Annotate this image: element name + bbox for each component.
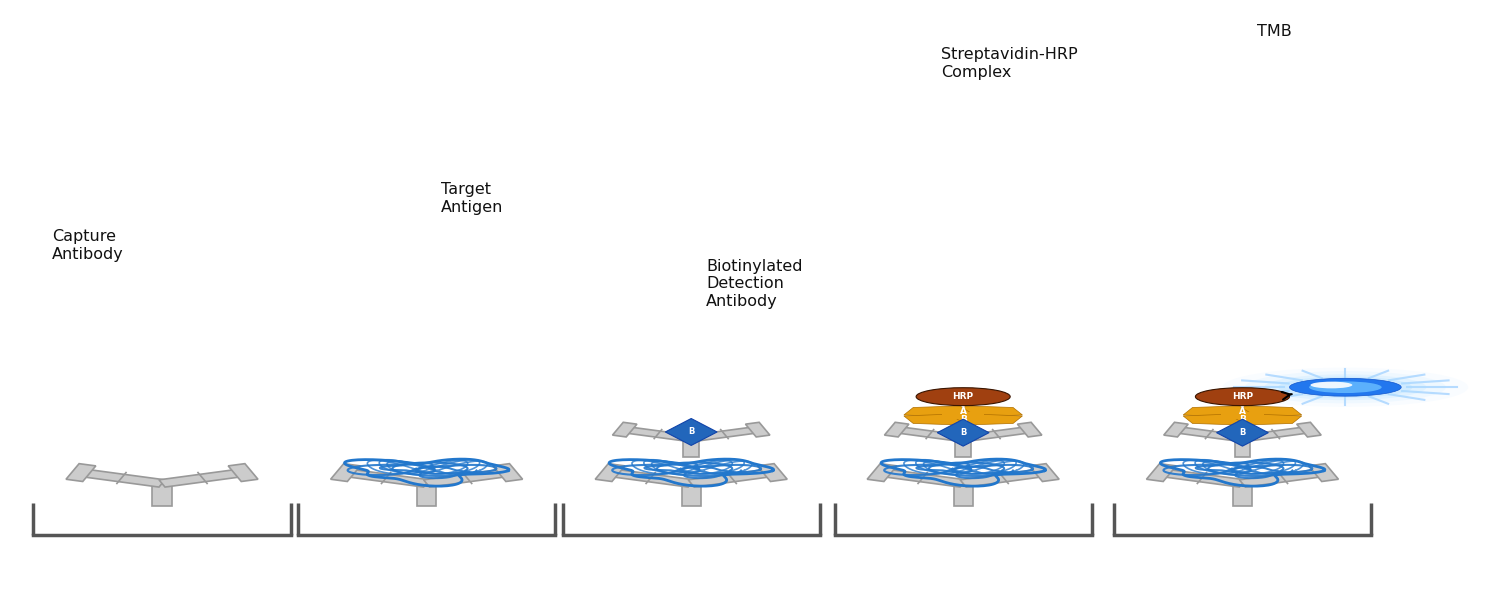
Ellipse shape	[916, 388, 1010, 406]
Text: B: B	[1239, 428, 1245, 437]
Polygon shape	[330, 464, 360, 481]
Text: Capture
Antibody: Capture Antibody	[53, 229, 123, 262]
Polygon shape	[938, 419, 988, 446]
Polygon shape	[1240, 427, 1311, 442]
FancyBboxPatch shape	[1221, 412, 1263, 419]
Ellipse shape	[1278, 377, 1413, 398]
Polygon shape	[417, 484, 436, 506]
Ellipse shape	[1290, 378, 1401, 396]
Polygon shape	[956, 439, 970, 457]
Polygon shape	[885, 422, 909, 437]
Polygon shape	[494, 464, 522, 481]
Text: B: B	[960, 415, 966, 424]
Text: A: A	[960, 407, 966, 416]
Ellipse shape	[1196, 388, 1290, 406]
Polygon shape	[1239, 469, 1326, 487]
Polygon shape	[960, 469, 1047, 487]
Polygon shape	[681, 484, 700, 506]
Polygon shape	[153, 484, 171, 506]
Ellipse shape	[1264, 374, 1426, 400]
Polygon shape	[1146, 464, 1176, 481]
Polygon shape	[1158, 469, 1245, 487]
Polygon shape	[1234, 439, 1251, 457]
Polygon shape	[1017, 422, 1042, 437]
Text: B: B	[1239, 415, 1246, 424]
Polygon shape	[960, 427, 1032, 442]
Polygon shape	[666, 419, 717, 445]
Polygon shape	[746, 422, 770, 437]
Polygon shape	[66, 464, 96, 481]
Text: Biotinylated
Detection
Antibody: Biotinylated Detection Antibody	[706, 259, 803, 308]
Polygon shape	[684, 439, 699, 457]
Polygon shape	[904, 414, 972, 425]
Polygon shape	[228, 464, 258, 481]
Polygon shape	[688, 427, 760, 442]
Ellipse shape	[1245, 371, 1446, 403]
Polygon shape	[879, 469, 966, 487]
Polygon shape	[1296, 422, 1322, 437]
Polygon shape	[1184, 406, 1252, 417]
Polygon shape	[1233, 406, 1302, 417]
Ellipse shape	[1311, 382, 1353, 388]
Ellipse shape	[1310, 382, 1382, 393]
Polygon shape	[596, 464, 626, 481]
Polygon shape	[1029, 464, 1059, 481]
Polygon shape	[78, 469, 165, 487]
Polygon shape	[423, 469, 510, 487]
Text: B: B	[688, 427, 694, 436]
FancyBboxPatch shape	[942, 412, 984, 419]
Polygon shape	[1216, 419, 1269, 446]
Text: B: B	[960, 428, 966, 437]
Polygon shape	[758, 464, 788, 481]
Polygon shape	[1164, 422, 1188, 437]
Polygon shape	[1233, 414, 1302, 425]
Polygon shape	[612, 422, 638, 437]
Polygon shape	[1308, 464, 1338, 481]
Text: TMB: TMB	[1257, 23, 1292, 38]
Polygon shape	[1233, 484, 1252, 506]
Text: HRP: HRP	[952, 392, 974, 401]
Polygon shape	[159, 469, 246, 487]
Polygon shape	[954, 406, 1023, 417]
Text: HRP: HRP	[1232, 392, 1252, 401]
Polygon shape	[904, 406, 972, 417]
Polygon shape	[954, 414, 1023, 425]
Text: Target
Antigen: Target Antigen	[441, 182, 504, 215]
Polygon shape	[1184, 414, 1252, 425]
Text: Streptavidin-HRP
Complex: Streptavidin-HRP Complex	[940, 47, 1077, 80]
Polygon shape	[622, 427, 693, 442]
Polygon shape	[954, 484, 972, 506]
Text: A: A	[1239, 407, 1246, 416]
Polygon shape	[342, 469, 429, 487]
Polygon shape	[688, 469, 776, 487]
Ellipse shape	[1222, 368, 1468, 407]
Polygon shape	[867, 464, 897, 481]
Polygon shape	[608, 469, 694, 487]
Polygon shape	[894, 427, 966, 442]
Polygon shape	[1173, 427, 1245, 442]
